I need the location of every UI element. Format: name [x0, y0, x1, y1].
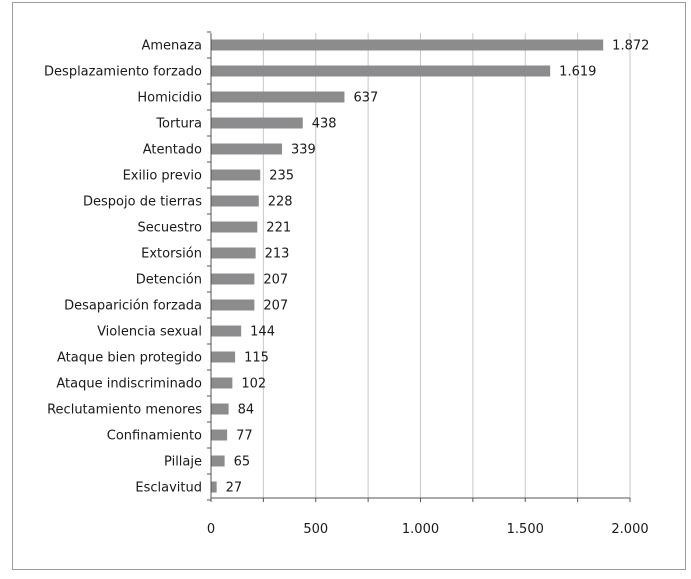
value-label: 102 [241, 377, 266, 392]
category-label: Detención [136, 273, 202, 288]
category-label: Confinamiento [107, 429, 202, 444]
bar [211, 377, 233, 389]
category-label: Violencia sexual [97, 325, 202, 340]
bar [211, 247, 256, 259]
bar [211, 455, 225, 467]
value-label: 27 [226, 481, 243, 496]
x-tick-label: 2.000 [611, 522, 648, 537]
category-label: Reclutamiento menores [47, 403, 202, 418]
category-label: Ataque bien protegido [57, 351, 202, 366]
value-label: 213 [265, 247, 290, 262]
value-label: 637 [353, 91, 378, 106]
bar [211, 65, 551, 77]
category-label: Desaparición forzada [64, 299, 202, 314]
bar [211, 117, 303, 129]
value-label: 438 [312, 117, 337, 132]
value-label: 228 [268, 195, 293, 210]
value-label: 1.619 [559, 65, 596, 80]
bar [211, 195, 259, 207]
x-tick-label: 1.500 [507, 522, 544, 537]
bar [211, 273, 255, 285]
value-label: 339 [291, 143, 316, 158]
category-labels: Amenaza Desplazamiento forzado Homicidio To… [44, 39, 202, 496]
bar [211, 221, 258, 233]
category-label: Exilio previo [123, 169, 202, 184]
bar [211, 299, 255, 311]
category-label: Tortura [155, 117, 202, 132]
value-label: 221 [266, 221, 291, 236]
bar [211, 91, 345, 103]
value-label: 77 [236, 429, 253, 444]
category-label: Secuestro [137, 221, 202, 236]
x-tick-label: 1.000 [402, 522, 439, 537]
bar [211, 143, 283, 155]
category-label: Despojo de tierras [83, 195, 202, 210]
bar [211, 169, 261, 181]
category-label: Esclavitud [135, 481, 202, 496]
category-label: Pillaje [164, 455, 202, 470]
grid-lines [262, 33, 631, 498]
value-labels: 1.872 1.619 637 438 339 235 228 221 213 207 207 144… [226, 39, 650, 496]
bar [211, 403, 229, 415]
bar-chart: Amenaza Desplazamiento forzado Homicidio To… [44, 31, 650, 537]
value-label: 235 [269, 169, 294, 184]
bar [211, 481, 217, 493]
category-label: Homicidio [137, 91, 202, 106]
value-label: 144 [250, 325, 275, 340]
value-label: 84 [238, 403, 255, 418]
value-label: 65 [234, 455, 251, 470]
category-label: Desplazamiento forzado [44, 65, 202, 80]
chart-frame: Amenaza Desplazamiento forzado Homicidio To… [12, 2, 686, 570]
value-label: 207 [263, 273, 288, 288]
category-label: Extorsión [141, 247, 202, 262]
category-label: Ataque indiscriminado [56, 377, 202, 392]
bars [211, 39, 604, 493]
x-tick-label: 0 [207, 522, 215, 537]
category-label: Amenaza [141, 39, 202, 54]
x-tick-label: 500 [303, 522, 328, 537]
value-label: 207 [263, 299, 288, 314]
category-label: Atentado [143, 143, 202, 158]
bar [211, 429, 228, 441]
bar [211, 39, 604, 51]
value-label: 115 [244, 351, 269, 366]
value-label: 1.872 [612, 39, 649, 54]
x-axis: 0 500 1.000 1.500 2.000 [207, 31, 649, 537]
bar [211, 325, 242, 337]
bar [211, 351, 236, 363]
